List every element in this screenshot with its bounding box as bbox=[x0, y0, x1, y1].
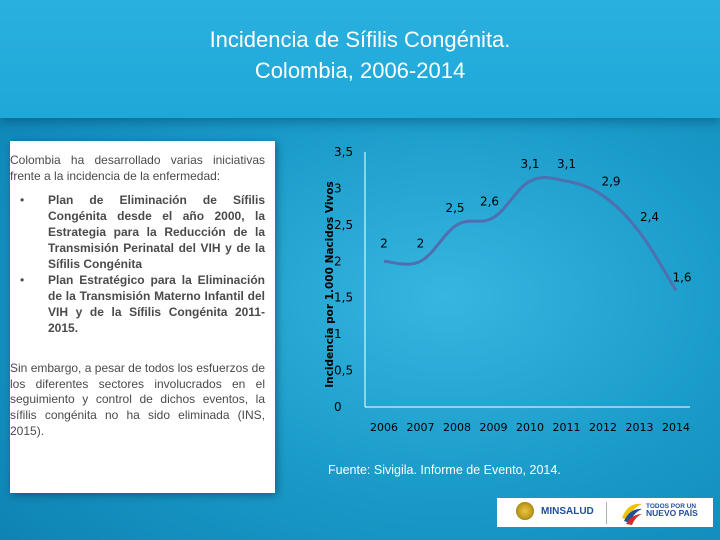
bullet-text: Plan Estratégico para la Eliminación de … bbox=[48, 273, 265, 336]
y-tick-label: 1,5 bbox=[334, 291, 353, 305]
y-tick-label: 1 bbox=[334, 327, 342, 341]
data-label: 2 bbox=[417, 236, 425, 250]
x-tick-label: 2010 bbox=[516, 421, 544, 434]
bullet-icon: • bbox=[20, 193, 25, 208]
logo-divider bbox=[606, 502, 607, 524]
data-label: 2,4 bbox=[640, 210, 659, 224]
sidebar-outro: Sin embargo, a pesar de todos los esfuer… bbox=[10, 361, 265, 438]
data-label: 2,5 bbox=[445, 201, 464, 215]
todos-por-un-nuevo-pais-logo: TODOS POR UN NUEVO PAÍS bbox=[646, 503, 698, 517]
minsalud-logo: MINSALUD bbox=[541, 506, 594, 517]
incidence-line-chart: 0 0,5 1 1,5 2 2,5 3 3,5 2006 2007 2008 2009 2010 201… bbox=[324, 145, 692, 434]
x-tick-label: 2012 bbox=[589, 421, 617, 434]
colombia-seal-icon bbox=[516, 502, 534, 520]
x-tick-label: 2009 bbox=[480, 421, 508, 434]
list-item: • Plan de Eliminación de Sífilis Congénit… bbox=[10, 192, 265, 272]
title-line-2: Colombia, 2006-2014 bbox=[254, 58, 466, 83]
sidebar-intro: Colombia ha desarrollado varias iniciati… bbox=[10, 153, 265, 183]
list-item: • Plan Estratégico para la Eliminación de… bbox=[10, 272, 265, 336]
x-tick-label: 2007 bbox=[407, 421, 435, 434]
flag-swoosh-icon bbox=[622, 503, 642, 525]
bullet-icon: • bbox=[20, 273, 25, 288]
y-tick-labels: 0 0,5 1 1,5 2 2,5 3 3,5 bbox=[334, 145, 353, 414]
data-label: 3,1 bbox=[520, 157, 539, 171]
y-tick-label: 3 bbox=[334, 181, 342, 195]
series-line bbox=[383, 176, 678, 292]
data-label: 2 bbox=[380, 236, 388, 250]
source-note: Fuente: Sivigila. Informe de Evento, 201… bbox=[328, 463, 561, 477]
y-tick-label: 3,5 bbox=[334, 145, 353, 159]
x-tick-label: 2011 bbox=[553, 421, 581, 434]
data-label: 2,9 bbox=[601, 175, 620, 189]
y-tick-label: 2 bbox=[334, 254, 342, 268]
y-tick-label: 0 bbox=[334, 400, 342, 414]
data-label: 2,6 bbox=[480, 195, 499, 209]
header-band bbox=[0, 0, 720, 118]
y-tick-label: 0,5 bbox=[334, 364, 353, 378]
bullet-text: Plan de Eliminación de Sífilis Congénita… bbox=[48, 193, 265, 272]
logo-line-2: NUEVO PAÍS bbox=[646, 508, 698, 518]
x-tick-label: 2014 bbox=[662, 421, 690, 434]
logo-line-1: TODOS POR UN bbox=[646, 503, 697, 510]
x-tick-label: 2006 bbox=[370, 421, 398, 434]
y-tick-label: 2,5 bbox=[334, 218, 353, 232]
page-title: Incidencia de Sífilis Congénita. Colombi… bbox=[0, 24, 720, 86]
initiatives-list: • Plan de Eliminación de Sífilis Congénit… bbox=[10, 192, 265, 336]
x-tick-labels: 2006 2007 2008 2009 2010 2011 2012 2013 2014 bbox=[370, 421, 690, 434]
sidebar-text: Colombia ha desarrollado varias iniciati… bbox=[10, 153, 265, 439]
data-labels: 2 2 2,5 2,6 3,1 3,1 2,9 2,4 1,6 bbox=[380, 157, 691, 284]
title-line-1: Incidencia de Sífilis Congénita. bbox=[209, 27, 511, 52]
y-axis-label: Incidencia por 1.000 Nacidos Vivos bbox=[324, 181, 336, 388]
x-tick-label: 2013 bbox=[626, 421, 654, 434]
sidebar-panel bbox=[10, 141, 275, 493]
data-label: 1,6 bbox=[672, 270, 691, 284]
x-tick-label: 2008 bbox=[443, 421, 471, 434]
data-label: 3,1 bbox=[557, 157, 576, 171]
